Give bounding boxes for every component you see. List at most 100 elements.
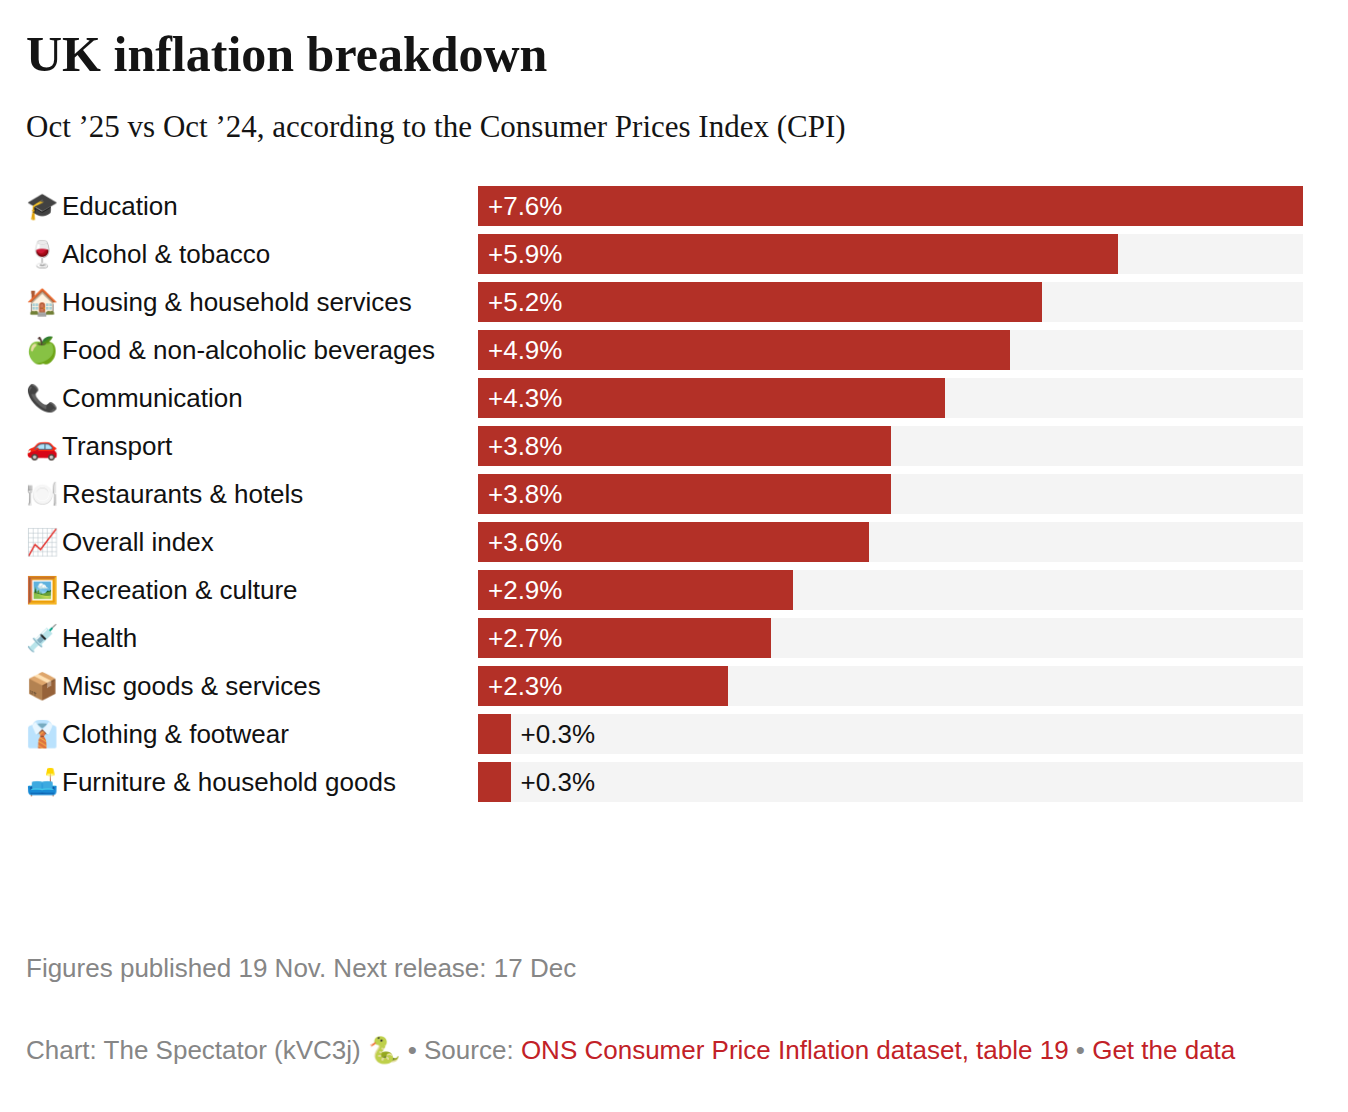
category-label: 📦 Misc goods & services <box>26 666 478 706</box>
category-label: 🎓 Education <box>26 186 478 226</box>
chart-row: 🎓 Education +7.6% <box>26 186 1303 226</box>
bar-track: +2.3% <box>478 666 1303 706</box>
category-icon: 📞 <box>26 378 62 418</box>
category-name: Education <box>62 186 178 226</box>
category-icon: 🏠 <box>26 282 62 322</box>
bar-fill: +3.6% <box>478 522 869 562</box>
bar-track: +3.8% <box>478 426 1303 466</box>
value-label: +3.6% <box>478 527 562 558</box>
separator-icon: • <box>1076 1035 1085 1065</box>
bar-track: +4.3% <box>478 378 1303 418</box>
category-icon: 📈 <box>26 522 62 562</box>
bar-track: +7.6% <box>478 186 1303 226</box>
category-label: 🖼️ Recreation & culture <box>26 570 478 610</box>
category-name: Misc goods & services <box>62 666 321 706</box>
bar-track: +0.3% <box>478 714 1303 754</box>
value-label: +7.6% <box>478 191 562 222</box>
category-name: Food & non-alcoholic beverages <box>62 330 435 370</box>
category-icon: 💉 <box>26 618 62 658</box>
value-label: +4.9% <box>478 335 562 366</box>
bar-chart: 🎓 Education +7.6% 🍷 Alcohol & tobacco +5… <box>26 186 1303 802</box>
category-name: Communication <box>62 378 243 418</box>
bar-track: +0.3% <box>478 762 1303 802</box>
get-data-link[interactable]: Get the data <box>1092 1035 1235 1065</box>
value-label: +4.3% <box>478 383 562 414</box>
category-label: 📈 Overall index <box>26 522 478 562</box>
category-icon: 🛋️ <box>26 762 62 802</box>
category-icon: 🎓 <box>26 186 62 226</box>
chart-row: 👔 Clothing & footwear +0.3% <box>26 714 1303 754</box>
value-label-outside: +0.3% <box>511 719 595 750</box>
bar-fill: +4.9% <box>478 330 1010 370</box>
category-label: 🚗 Transport <box>26 426 478 466</box>
category-label: 🍏 Food & non-alcoholic beverages <box>26 330 478 370</box>
bar-fill: +5.2% <box>478 282 1042 322</box>
category-icon: 👔 <box>26 714 62 754</box>
category-name: Furniture & household goods <box>62 762 396 802</box>
value-label: +5.2% <box>478 287 562 318</box>
chart-row: 📞 Communication +4.3% <box>26 378 1303 418</box>
chart-row: 📦 Misc goods & services +2.3% <box>26 666 1303 706</box>
snake-icon: 🐍 <box>368 1035 400 1065</box>
chart-row: 📈 Overall index +3.6% <box>26 522 1303 562</box>
chart-row: 🚗 Transport +3.8% <box>26 426 1303 466</box>
credit-text: Chart: The Spectator (kVC3j) <box>26 1035 361 1065</box>
category-name: Overall index <box>62 522 214 562</box>
category-label: 🛋️ Furniture & household goods <box>26 762 478 802</box>
bar-track: +2.7% <box>478 618 1303 658</box>
chart-card: UK inflation breakdown Oct ’25 vs Oct ’2… <box>0 0 1348 1112</box>
bar-track: +4.9% <box>478 330 1303 370</box>
category-name: Housing & household services <box>62 282 412 322</box>
bar-fill: +2.9% <box>478 570 793 610</box>
bar-track: +2.9% <box>478 570 1303 610</box>
bar-fill: +3.8% <box>478 474 891 514</box>
category-name: Clothing & footwear <box>62 714 289 754</box>
category-icon: 🍏 <box>26 330 62 370</box>
value-label: +5.9% <box>478 239 562 270</box>
value-label: +2.9% <box>478 575 562 606</box>
source-link[interactable]: ONS Consumer Price Inflation dataset, ta… <box>521 1035 1069 1065</box>
chart-row: 🏠 Housing & household services +5.2% <box>26 282 1303 322</box>
bar-track: +3.6% <box>478 522 1303 562</box>
category-label: 🏠 Housing & household services <box>26 282 478 322</box>
category-name: Recreation & culture <box>62 570 298 610</box>
chart-row: 🛋️ Furniture & household goods +0.3% <box>26 762 1303 802</box>
category-label: 🍷 Alcohol & tobacco <box>26 234 478 274</box>
bar-fill: +4.3% <box>478 378 945 418</box>
bar-fill <box>478 762 511 802</box>
chart-row: 🖼️ Recreation & culture +2.9% <box>26 570 1303 610</box>
category-icon: 🚗 <box>26 426 62 466</box>
category-label: 👔 Clothing & footwear <box>26 714 478 754</box>
chart-row: 🍏 Food & non-alcoholic beverages +4.9% <box>26 330 1303 370</box>
category-name: Restaurants & hotels <box>62 474 303 514</box>
source-label: Source: <box>424 1035 514 1065</box>
bar-fill: +5.9% <box>478 234 1118 274</box>
category-icon: 🍽️ <box>26 474 62 514</box>
category-icon: 🖼️ <box>26 570 62 610</box>
release-note: Figures published 19 Nov. Next release: … <box>26 953 1303 983</box>
bar-track: +5.9% <box>478 234 1303 274</box>
value-label: +2.3% <box>478 671 562 702</box>
bar-track: +5.2% <box>478 282 1303 322</box>
chart-row: 🍷 Alcohol & tobacco +5.9% <box>26 234 1303 274</box>
chart-subtitle: Oct ’25 vs Oct ’24, according to the Con… <box>26 108 1303 146</box>
category-label: 💉 Health <box>26 618 478 658</box>
value-label: +3.8% <box>478 431 562 462</box>
bar-fill <box>478 714 511 754</box>
chart-row: 🍽️ Restaurants & hotels +3.8% <box>26 474 1303 514</box>
category-name: Alcohol & tobacco <box>62 234 270 274</box>
bar-track: +3.8% <box>478 474 1303 514</box>
value-label-outside: +0.3% <box>511 767 595 798</box>
chart-row: 💉 Health +2.7% <box>26 618 1303 658</box>
chart-title: UK inflation breakdown <box>26 26 1303 82</box>
category-label: 📞 Communication <box>26 378 478 418</box>
value-label: +3.8% <box>478 479 562 510</box>
bar-fill: +2.3% <box>478 666 728 706</box>
value-label: +2.7% <box>478 623 562 654</box>
separator-icon: • <box>408 1035 417 1065</box>
bar-fill: +3.8% <box>478 426 891 466</box>
category-icon: 🍷 <box>26 234 62 274</box>
category-name: Transport <box>62 426 172 466</box>
bar-fill: +7.6% <box>478 186 1303 226</box>
bar-fill: +2.7% <box>478 618 771 658</box>
